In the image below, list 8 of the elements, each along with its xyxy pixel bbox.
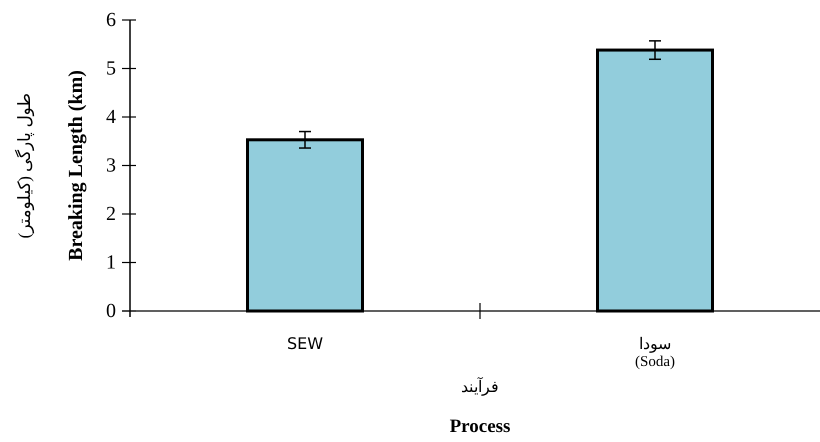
x-tick-label: SEW xyxy=(286,334,324,353)
y-tick-label: 2 xyxy=(106,203,116,225)
y-tick-label: 6 xyxy=(106,9,116,31)
y-tick-label: 4 xyxy=(106,106,116,128)
y-tick-label: 3 xyxy=(106,154,116,176)
y-tick-label: 0 xyxy=(106,300,116,322)
y-tick-label: 5 xyxy=(106,58,116,80)
y-tick-label: 1 xyxy=(106,252,116,274)
